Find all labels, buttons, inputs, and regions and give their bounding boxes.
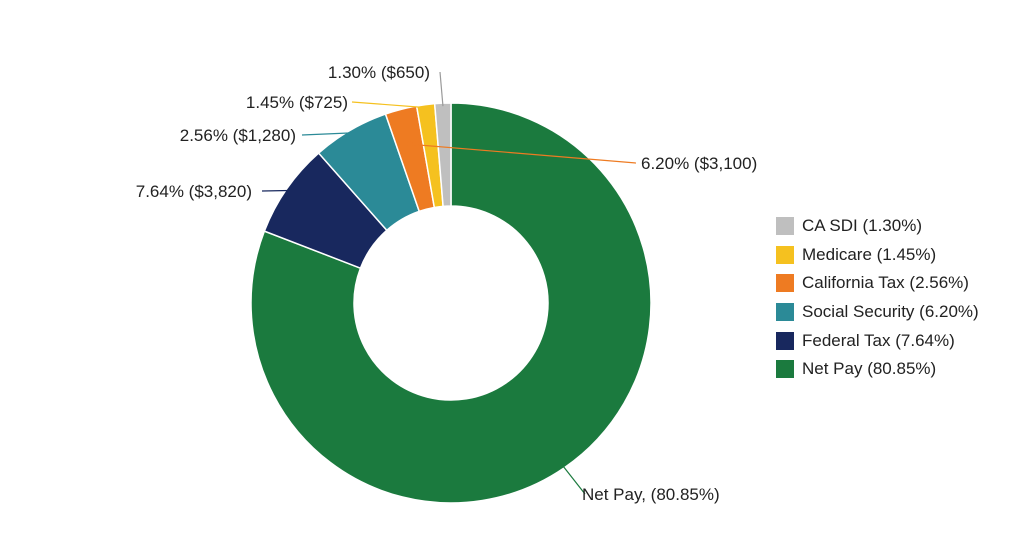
legend-swatch-net-pay <box>776 360 794 379</box>
data-label-social-security: 2.56% ($1,280) <box>180 126 296 145</box>
leader-line-medicare <box>351 101 427 109</box>
legend-label-medicare: Medicare (1.45%) <box>802 244 937 264</box>
legend-swatch-federal-tax <box>776 331 794 350</box>
legend-swatch-california-tax <box>776 274 794 293</box>
legend-label-federal-tax: Federal Tax (7.64%) <box>802 330 955 350</box>
data-label-ca-sdi: 1.30% ($650) <box>328 63 430 82</box>
legend-item-ca-sdi: CA SDI (1.30%) <box>776 212 979 241</box>
leader-lines-group <box>261 71 637 495</box>
legend-item-federal-tax: Federal Tax (7.64%) <box>776 326 979 355</box>
slice-net-pay[interactable] <box>250 102 652 504</box>
data-labels-group: Net Pay, (80.85%) 7.64% ($3,820) 2.56% ($1… <box>136 63 758 504</box>
data-label-medicare: 1.45% ($725) <box>246 93 348 112</box>
legend: CA SDI (1.30%) Medicare (1.45%) California… <box>776 212 979 384</box>
legend-swatch-medicare <box>776 245 794 264</box>
data-label-california-tax: 6.20% ($3,100) <box>641 154 757 173</box>
data-label-federal-tax: 7.64% ($3,820) <box>136 182 252 201</box>
legend-swatch-ca-sdi <box>776 217 794 236</box>
legend-label-ca-sdi: CA SDI (1.30%) <box>802 216 922 236</box>
legend-label-net-pay: Net Pay (80.85%) <box>802 359 937 379</box>
leader-line-net-pay <box>562 465 586 495</box>
legend-swatch-social-security <box>776 303 794 322</box>
legend-label-social-security: Social Security (6.20%) <box>802 302 979 322</box>
legend-label-california-tax: California Tax (2.56%) <box>802 273 969 293</box>
leader-line-social-security <box>301 132 352 136</box>
slices-group <box>250 102 652 504</box>
leader-line-california-tax <box>409 143 637 164</box>
leader-dot-california-tax <box>406 141 413 148</box>
legend-item-medicare: Medicare (1.45%) <box>776 241 979 270</box>
legend-item-social-security: Social Security (6.20%) <box>776 298 979 327</box>
leader-line-ca-sdi <box>439 71 444 107</box>
legend-item-net-pay: Net Pay (80.85%) <box>776 355 979 384</box>
legend-item-california-tax: California Tax (2.56%) <box>776 269 979 298</box>
data-label-net-pay: Net Pay, (80.85%) <box>582 485 720 504</box>
slice-ca-sdi[interactable] <box>433 102 452 208</box>
